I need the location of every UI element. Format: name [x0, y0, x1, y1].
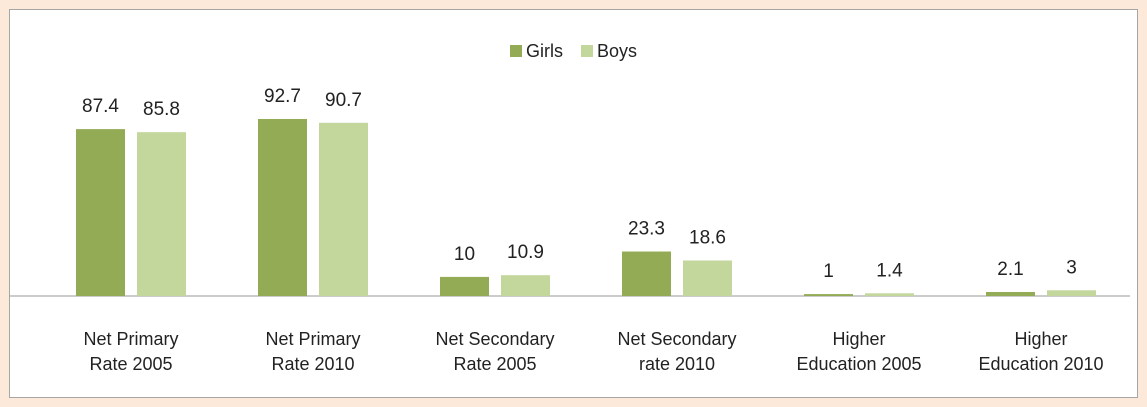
- legend-label: Girls: [526, 41, 563, 61]
- bar: [865, 293, 914, 296]
- legend-swatch: [510, 45, 522, 57]
- bar: [76, 129, 125, 296]
- value-label: 90.7: [325, 90, 362, 111]
- value-label: 87.4: [82, 96, 119, 117]
- x-tick-label: Net Secondary Rate 2005: [435, 329, 555, 374]
- value-label: 1.4: [876, 260, 903, 281]
- x-tick-label: Higher Education 2005: [796, 329, 922, 374]
- value-label: 10.9: [507, 242, 544, 263]
- bar: [440, 276, 489, 296]
- bar: [501, 275, 550, 296]
- bar: [683, 260, 732, 296]
- bar: [258, 119, 307, 296]
- bar: [319, 122, 368, 296]
- legend-swatch: [581, 45, 593, 57]
- value-label: 18.6: [689, 228, 726, 249]
- value-label: 1: [823, 261, 834, 282]
- bar: [804, 294, 853, 296]
- value-label: 23.3: [628, 219, 665, 240]
- value-label: 92.7: [264, 86, 301, 107]
- value-label: 85.8: [143, 99, 180, 120]
- value-label: 10: [454, 244, 475, 265]
- value-label: 3: [1066, 257, 1077, 278]
- legend-label: Boys: [597, 41, 637, 61]
- x-tick-label: Net Secondary rate 2010: [617, 329, 737, 374]
- x-tick-label: Net Primary Rate 2005: [83, 329, 179, 374]
- value-label: 2.1: [997, 259, 1023, 280]
- bar: [1047, 290, 1096, 296]
- bar: [622, 251, 671, 296]
- x-tick-label: Net Primary Rate 2010: [265, 329, 361, 374]
- x-tick-label: Higher Education 2010: [978, 329, 1104, 374]
- bar: [986, 291, 1035, 296]
- chart-panel: [9, 9, 1138, 398]
- bar: [137, 132, 186, 296]
